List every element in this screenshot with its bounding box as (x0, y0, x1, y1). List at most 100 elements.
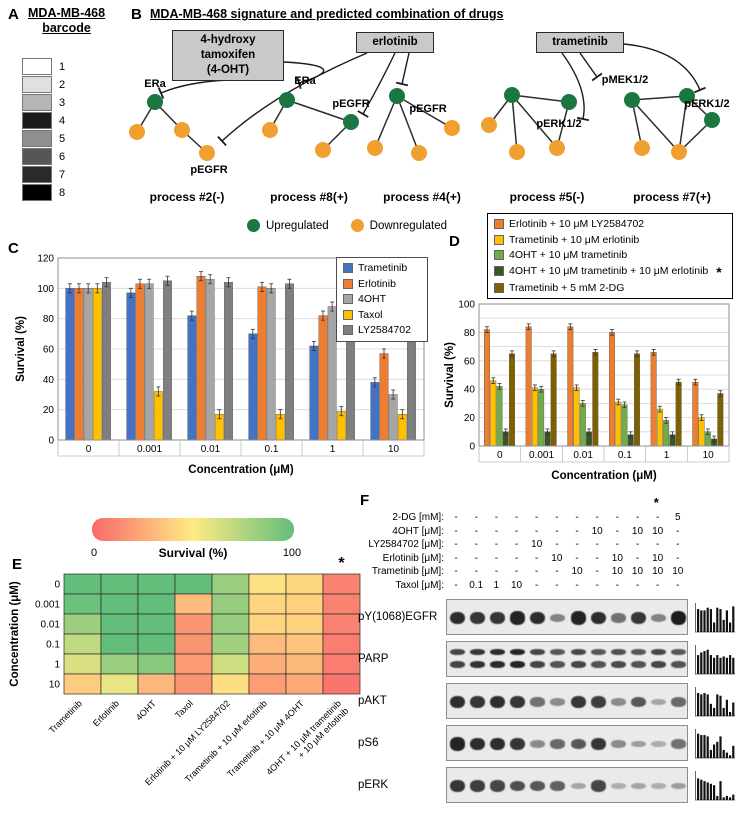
inhibition-line (160, 79, 229, 94)
bar (538, 388, 545, 447)
dose-values: -0.1 1 10- - - - - - - - (446, 580, 688, 593)
y-tick-label: 80 (43, 314, 55, 325)
network-edge (631, 99, 680, 153)
bar (135, 283, 145, 441)
barcode: 1 2 3 4 5 6 7 8 (22, 58, 65, 202)
dose-row-label: Erlotinib [μM]: (382, 552, 444, 564)
dose-row: Erlotinib [μM]: - - - - -10- -10-10- (358, 553, 688, 566)
colorbar-min-label: 0 (91, 547, 97, 559)
quant-bar (716, 795, 719, 800)
blot-image (446, 767, 688, 803)
colorbar (92, 518, 294, 541)
heatmap-cell (63, 653, 102, 675)
quant-bar (703, 651, 706, 674)
blot-row: pERK (358, 767, 736, 803)
heatmap-cell (100, 633, 139, 655)
protein-band (570, 649, 586, 655)
protein-band (651, 661, 667, 668)
dose-value: - (514, 525, 519, 537)
legend-swatch (494, 282, 504, 293)
inhibition-tbar (694, 86, 706, 94)
node-up (624, 92, 640, 108)
protein-band (449, 695, 465, 709)
protein-band (510, 737, 526, 751)
bar (650, 352, 657, 447)
heatmap-cell (322, 593, 361, 615)
protein-band (671, 697, 687, 707)
bar (698, 417, 705, 447)
y-tick-label: 60 (43, 345, 55, 356)
protein-band (590, 611, 606, 625)
quant-bar (713, 785, 716, 800)
band-quantification-chart (695, 687, 735, 717)
quant-bar (697, 655, 700, 674)
dose-value: 1 (493, 579, 500, 591)
x-tick-label: 1 (330, 444, 336, 455)
bar (379, 353, 389, 441)
drug-box-erlotinib-line1: erlotinib (372, 36, 418, 48)
barcode-swatch (22, 184, 52, 201)
network-edge (511, 94, 558, 149)
x-tick-label: 0 (497, 450, 503, 461)
bar (634, 353, 640, 447)
protein-band (469, 737, 485, 751)
dose-value: - (454, 512, 458, 523)
significance-asterisk: * (653, 495, 659, 510)
protein-band (530, 649, 546, 655)
heatmap-cell (211, 593, 250, 615)
quant-bar (732, 794, 735, 800)
heatmap-cell (248, 673, 287, 695)
inhibition-line (283, 61, 325, 84)
bar (65, 288, 75, 441)
row-label: 0.01 (41, 620, 61, 631)
dose-values: - - - - -10- -10-10- (446, 553, 688, 566)
legend-swatch (343, 278, 353, 289)
dose-value: - (535, 525, 539, 537)
quant-bar (725, 699, 728, 716)
dose-value: - (494, 539, 499, 550)
barcode-row: 5 (22, 130, 65, 147)
protein-band (671, 661, 687, 668)
network-legend: Upregulated Downregulated (247, 219, 447, 232)
protein-band (590, 661, 606, 668)
heatmap-cell (211, 653, 250, 675)
protein-band (449, 649, 465, 655)
node-down (634, 140, 650, 156)
protein-band (489, 611, 505, 625)
quant-bar (729, 755, 732, 758)
bar (579, 403, 586, 447)
protein-band (671, 611, 687, 625)
panel-d-label: D (449, 233, 460, 250)
barcode-swatch (22, 94, 52, 111)
protein-band (570, 661, 586, 668)
heatmap-cell (285, 653, 324, 675)
node-up (343, 114, 359, 130)
protein-band (550, 698, 566, 706)
process-label: process #2(-) (150, 190, 225, 204)
legend-label: LY2584702 (358, 324, 411, 337)
x-tick-label: 0.001 (137, 444, 162, 455)
protein-band (530, 740, 546, 748)
dose-value: - (454, 539, 458, 550)
heatmap-cell (248, 573, 287, 595)
quant-bar (725, 657, 728, 674)
bar (144, 283, 154, 441)
quant-bar (709, 609, 712, 632)
dose-value: 5 (675, 512, 681, 523)
dose-value: - (676, 525, 680, 537)
dose-value: - (635, 539, 640, 550)
protein-band (550, 781, 566, 791)
bar (509, 353, 515, 447)
heatmap-cell (285, 633, 324, 655)
row-label: 1 (54, 660, 60, 671)
quant-bar (703, 735, 706, 758)
dose-value: - (615, 525, 619, 537)
quant-bar (706, 782, 709, 800)
significance-asterisk: * (716, 263, 722, 280)
tspan: 4OHT (134, 698, 158, 722)
protein-band (671, 782, 687, 790)
barcode-swatch (22, 148, 52, 165)
heatmap-cell (63, 633, 102, 655)
panel-f-label: F (360, 492, 370, 509)
protein-band (550, 613, 566, 623)
